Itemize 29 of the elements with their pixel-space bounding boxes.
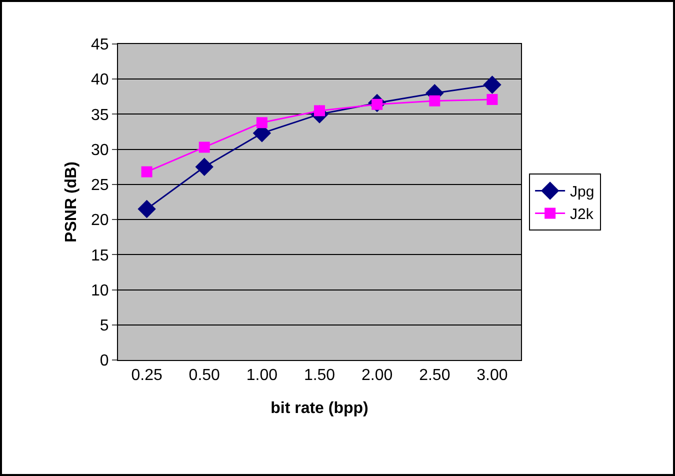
x-tick-label: 3.00 [476,367,508,384]
y-tick-label: 40 [91,72,109,89]
y-tick-label: 35 [91,106,109,124]
point [483,76,502,94]
y-tick-label: 25 [91,177,109,194]
point [195,158,214,176]
y-tick-label: 0 [100,352,109,370]
point [138,200,156,218]
x-tick-label: 1.00 [246,367,278,384]
point [256,117,268,128]
y-tick-label: 15 [91,247,109,264]
y-tick-label: 20 [91,212,109,230]
point [198,142,210,153]
x-tick-label: 0.50 [188,367,220,384]
x-tick-label: 0.25 [131,367,162,384]
y-tick-label: 10 [91,282,109,300]
y-axis-title: PSNR (dB) [62,162,80,242]
point [141,166,152,178]
legend-label: J2k [570,206,594,224]
y-tick-label: 45 [91,36,109,54]
point [486,94,498,105]
legend-label: Jpg [570,184,594,201]
x-axis-title: bit rate (bpp) [270,400,368,417]
x-tick-label: 1.50 [304,367,336,384]
point [429,95,440,106]
y-tick-label: 5 [100,317,109,334]
x-tick-label: 2.50 [419,367,450,384]
y-tick-label: 30 [91,142,109,159]
x-tick-label: 2.00 [362,367,393,384]
